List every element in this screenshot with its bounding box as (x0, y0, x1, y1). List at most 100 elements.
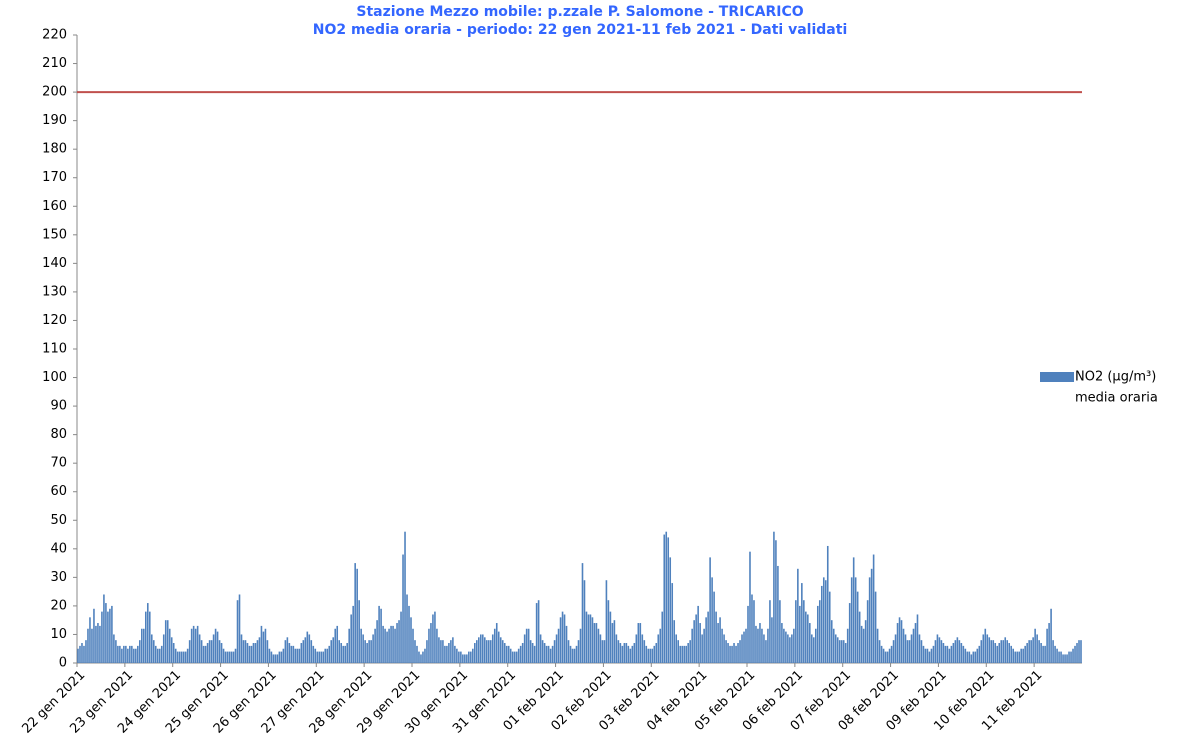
bar (466, 654, 468, 663)
bar (793, 628, 795, 663)
bar (739, 640, 741, 663)
bar (77, 648, 79, 663)
bar (378, 605, 380, 663)
bar (661, 611, 664, 663)
bar (336, 625, 339, 663)
bar (846, 628, 849, 663)
bar (454, 645, 456, 663)
bar (699, 623, 701, 663)
bar (176, 651, 179, 663)
bar (152, 640, 155, 663)
bar (830, 620, 833, 663)
bar (356, 568, 358, 663)
bar (639, 623, 642, 663)
bar (286, 637, 289, 663)
bar (725, 640, 727, 663)
y-tick-label: 150 (42, 227, 67, 242)
bar (248, 645, 251, 663)
bar (737, 643, 739, 663)
bar (388, 628, 390, 663)
bar (228, 651, 231, 663)
bar (222, 648, 225, 663)
bar (121, 648, 123, 663)
bar (904, 634, 907, 663)
bar (1060, 651, 1062, 663)
bar (468, 651, 470, 663)
bar (824, 580, 827, 663)
bar (771, 617, 773, 663)
bar (137, 645, 139, 663)
bar (208, 640, 211, 663)
bar (292, 645, 295, 663)
bar (641, 634, 644, 663)
bar (765, 640, 767, 663)
y-tick-label: 80 (50, 427, 67, 442)
bar (382, 625, 384, 663)
bar (284, 640, 287, 663)
bar (432, 614, 434, 663)
bar (539, 634, 542, 663)
bar (840, 640, 843, 663)
bar (420, 654, 422, 663)
bar (513, 651, 516, 663)
y-tick-label: 0 (59, 656, 67, 671)
bar (517, 648, 520, 663)
bar (1040, 643, 1042, 663)
bar (647, 648, 650, 663)
bar (1070, 651, 1072, 663)
bar (916, 614, 919, 663)
bar (503, 643, 506, 663)
bar (190, 628, 193, 663)
bar (898, 617, 901, 663)
bar (1072, 648, 1074, 663)
bar (866, 600, 869, 663)
bar (755, 625, 757, 663)
bar (886, 651, 889, 663)
bar (1022, 648, 1024, 663)
bar (180, 651, 183, 663)
bar (485, 640, 488, 663)
y-tick-label: 220 (42, 28, 67, 43)
bar (860, 625, 863, 663)
bar (464, 654, 466, 663)
bar (992, 640, 995, 663)
bar (507, 645, 510, 663)
bar (418, 651, 420, 663)
bar (115, 640, 117, 663)
bar (314, 648, 317, 663)
bar (200, 640, 203, 663)
bar (677, 640, 680, 663)
bar (924, 648, 927, 663)
bar (232, 651, 235, 663)
bar (747, 605, 749, 663)
bar (579, 628, 582, 663)
bar (1004, 637, 1007, 663)
bar (787, 634, 789, 663)
bar (89, 617, 91, 663)
bar (721, 628, 723, 663)
bar (826, 545, 829, 663)
bar (103, 594, 105, 663)
bar (832, 628, 835, 663)
bar (276, 654, 279, 663)
bar (711, 577, 713, 663)
bar (751, 594, 753, 663)
bar (805, 611, 807, 663)
bar (1032, 637, 1034, 663)
bar (519, 645, 522, 663)
bar (888, 648, 891, 663)
bar (282, 648, 285, 663)
bar (964, 648, 967, 663)
bar (567, 640, 570, 663)
bar (633, 643, 636, 663)
bar (587, 614, 590, 663)
bar (994, 643, 997, 663)
bar (890, 645, 893, 663)
bar (681, 645, 683, 663)
bar (458, 651, 460, 663)
bar (958, 640, 961, 663)
bar (184, 651, 187, 663)
bar (657, 634, 660, 663)
bar (972, 651, 975, 663)
bar (607, 600, 610, 663)
